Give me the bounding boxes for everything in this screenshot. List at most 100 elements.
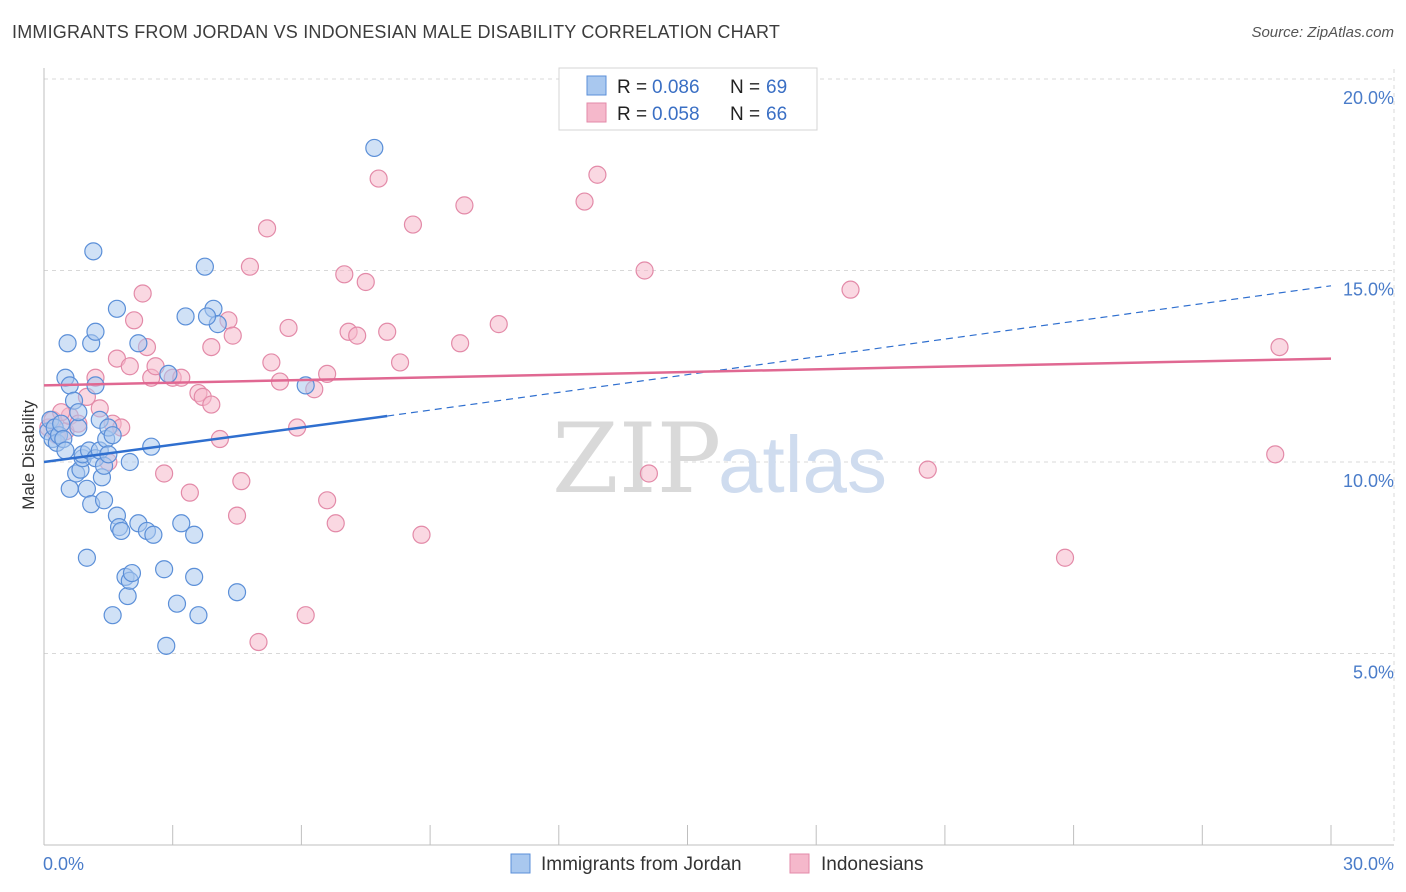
legend-swatch-jordan xyxy=(586,75,607,96)
legend-r-value-indonesians: 0.058 xyxy=(652,104,700,125)
stats-legend: R = 0.086 N = 69 R = 0.058 N = 66 xyxy=(558,67,818,131)
jordan-point-15 xyxy=(69,418,88,437)
series-legend: Immigrants from Jordan Indonesians xyxy=(510,853,923,875)
indonesians-point-59 xyxy=(639,464,658,483)
indonesians-point-15 xyxy=(133,284,152,303)
jordan-point-38 xyxy=(107,299,127,318)
jordan-point-63 xyxy=(227,583,247,602)
indonesians-point-13 xyxy=(120,357,139,376)
jordan-trend-line xyxy=(43,414,388,464)
indonesians-point-49 xyxy=(378,322,397,341)
jordan-point-58 xyxy=(185,567,204,587)
jordan-point-51 xyxy=(144,525,163,544)
indonesians-point-22 xyxy=(180,483,199,502)
indonesians-point-58 xyxy=(635,261,654,280)
indonesians-point-64 xyxy=(1270,338,1289,357)
jordan-point-56 xyxy=(176,307,195,326)
chart-title: IMMIGRANTS FROM JORDAN VS INDONESIAN MAL… xyxy=(12,22,781,42)
legend-n-value-indonesians: 66 xyxy=(766,104,787,125)
indonesians-point-30 xyxy=(227,506,247,525)
indonesians-point-26 xyxy=(202,338,221,357)
source-label: Source: ZipAtlas.com xyxy=(1251,24,1394,41)
indonesians-point-39 xyxy=(296,606,315,625)
indonesians-point-35 xyxy=(262,353,281,372)
legend-n-label-jordan: N = xyxy=(730,77,765,98)
jordan-point-55 xyxy=(172,514,191,533)
indonesians-point-57 xyxy=(588,165,607,184)
legend-n-value-jordan: 69 xyxy=(766,77,787,98)
indonesians-point-44 xyxy=(335,265,354,284)
indonesians-point-33 xyxy=(249,632,268,652)
bottom-legend-swatch-jordan xyxy=(510,853,531,874)
indonesians-point-34 xyxy=(257,219,277,238)
indonesians-point-47 xyxy=(356,272,375,292)
jordan-point-65 xyxy=(365,138,384,158)
series-indonesians-points xyxy=(39,165,1289,652)
indonesians-trend-line xyxy=(43,357,1332,387)
indonesians-point-56 xyxy=(575,192,594,211)
bottom-legend-label-indonesians: Indonesians xyxy=(821,854,923,875)
indonesians-point-46 xyxy=(348,326,367,345)
indonesians-point-37 xyxy=(279,318,298,338)
jordan-point-54 xyxy=(167,594,187,613)
indonesians-point-61 xyxy=(918,460,937,479)
jordan-point-41 xyxy=(112,521,131,541)
jordan-point-28 xyxy=(86,322,105,341)
indonesians-point-43 xyxy=(326,514,345,533)
indonesians-point-25 xyxy=(202,395,221,414)
indonesians-point-19 xyxy=(155,464,174,483)
indonesians-point-60 xyxy=(841,280,860,299)
jordan-point-21 xyxy=(77,479,97,498)
axes xyxy=(43,68,1394,846)
indonesians-point-32 xyxy=(240,257,260,276)
indonesians-point-31 xyxy=(232,472,251,491)
jordan-point-60 xyxy=(195,257,214,276)
bottom-legend-swatch-indonesians xyxy=(789,853,810,874)
jordan-trend-extension xyxy=(387,285,1332,417)
trend-lines xyxy=(43,285,1332,464)
indonesians-point-50 xyxy=(390,353,410,372)
jordan-point-8 xyxy=(56,441,75,460)
jordan-point-32 xyxy=(94,491,114,510)
jordan-point-12 xyxy=(60,479,79,498)
jordan-point-20 xyxy=(77,548,97,567)
indonesians-point-54 xyxy=(455,196,474,215)
jordan-point-48 xyxy=(129,334,148,353)
indonesians-point-29 xyxy=(223,326,242,345)
jordan-point-43 xyxy=(118,586,137,606)
jordan-point-57 xyxy=(185,525,204,544)
indonesians-point-53 xyxy=(451,334,470,353)
jordan-point-37 xyxy=(103,606,122,625)
legend-n-label-indonesians: N = xyxy=(730,104,765,125)
watermark-zip: ZIP xyxy=(552,403,721,515)
jordan-point-59 xyxy=(189,606,208,625)
indonesians-point-63 xyxy=(1266,445,1285,464)
y-tick-label-3: 20.0% xyxy=(1343,88,1394,108)
y-tick-labels: 5.0% 10.0% 15.0% 20.0% xyxy=(1343,88,1394,683)
jordan-point-66 xyxy=(197,307,217,326)
jordan-point-53 xyxy=(157,636,176,655)
watermark-atlas: atlas xyxy=(718,420,887,509)
legend-r-label-jordan: R = xyxy=(617,77,652,98)
jordan-point-10 xyxy=(58,334,77,353)
jordan-point-6 xyxy=(52,414,71,433)
indonesians-point-52 xyxy=(412,525,431,544)
indonesians-point-42 xyxy=(318,364,337,384)
indonesians-point-55 xyxy=(489,315,508,334)
legend-r-value-jordan: 0.086 xyxy=(652,77,700,98)
jordan-point-45 xyxy=(120,452,139,472)
jordan-point-46 xyxy=(122,563,142,583)
y-tick-label-0: 5.0% xyxy=(1353,663,1394,683)
indonesians-point-48 xyxy=(369,169,388,188)
x-tick-label-max: 30.0% xyxy=(1343,854,1394,874)
y-axis-label: Male Disability xyxy=(19,400,38,510)
jordan-point-52 xyxy=(155,560,174,579)
jordan-point-25 xyxy=(84,242,103,261)
jordan-point-68 xyxy=(103,426,122,445)
indonesians-point-41 xyxy=(318,491,337,510)
jordan-point-16 xyxy=(69,403,88,422)
y-tick-label-1: 10.0% xyxy=(1343,471,1394,491)
y-tick-label-2: 15.0% xyxy=(1343,280,1394,300)
bottom-legend-label-jordan: Immigrants from Jordan xyxy=(541,854,742,875)
